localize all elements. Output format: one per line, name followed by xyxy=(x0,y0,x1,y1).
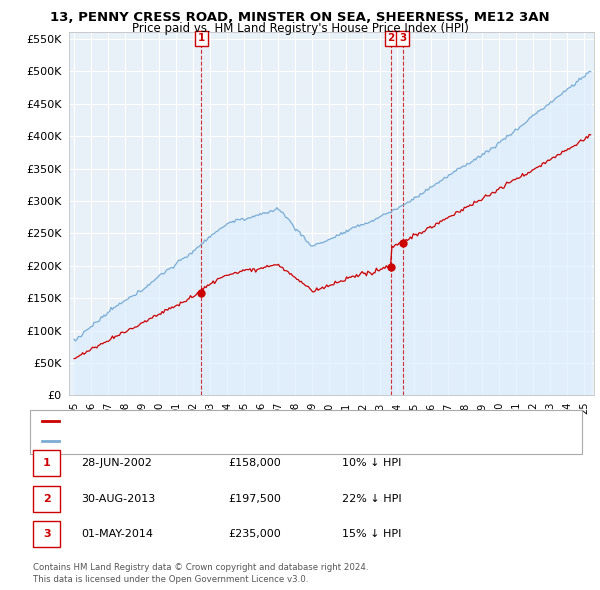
Text: 2: 2 xyxy=(388,33,395,43)
Text: 3: 3 xyxy=(399,33,406,43)
Text: 10% ↓ HPI: 10% ↓ HPI xyxy=(342,458,401,468)
Text: 01-MAY-2014: 01-MAY-2014 xyxy=(81,529,153,539)
Text: 15% ↓ HPI: 15% ↓ HPI xyxy=(342,529,401,539)
Text: 1: 1 xyxy=(43,458,50,468)
Text: 2: 2 xyxy=(43,494,50,503)
Text: 22% ↓ HPI: 22% ↓ HPI xyxy=(342,494,401,503)
Text: Price paid vs. HM Land Registry's House Price Index (HPI): Price paid vs. HM Land Registry's House … xyxy=(131,22,469,35)
Text: £197,500: £197,500 xyxy=(228,494,281,503)
Text: £235,000: £235,000 xyxy=(228,529,281,539)
Text: 3: 3 xyxy=(43,529,50,539)
Text: 30-AUG-2013: 30-AUG-2013 xyxy=(81,494,155,503)
Text: 28-JUN-2002: 28-JUN-2002 xyxy=(81,458,152,468)
Text: £158,000: £158,000 xyxy=(228,458,281,468)
Text: This data is licensed under the Open Government Licence v3.0.: This data is licensed under the Open Gov… xyxy=(33,575,308,584)
Text: HPI: Average price, detached house, Swale: HPI: Average price, detached house, Swal… xyxy=(60,436,270,445)
Text: 13, PENNY CRESS ROAD, MINSTER ON SEA, SHEERNESS, ME12 3AN: 13, PENNY CRESS ROAD, MINSTER ON SEA, SH… xyxy=(50,11,550,24)
Text: 1: 1 xyxy=(198,33,205,43)
Text: Contains HM Land Registry data © Crown copyright and database right 2024.: Contains HM Land Registry data © Crown c… xyxy=(33,563,368,572)
Text: 13, PENNY CRESS ROAD, MINSTER ON SEA, SHEERNESS, ME12 3AN (detached house): 13, PENNY CRESS ROAD, MINSTER ON SEA, SH… xyxy=(60,416,479,425)
